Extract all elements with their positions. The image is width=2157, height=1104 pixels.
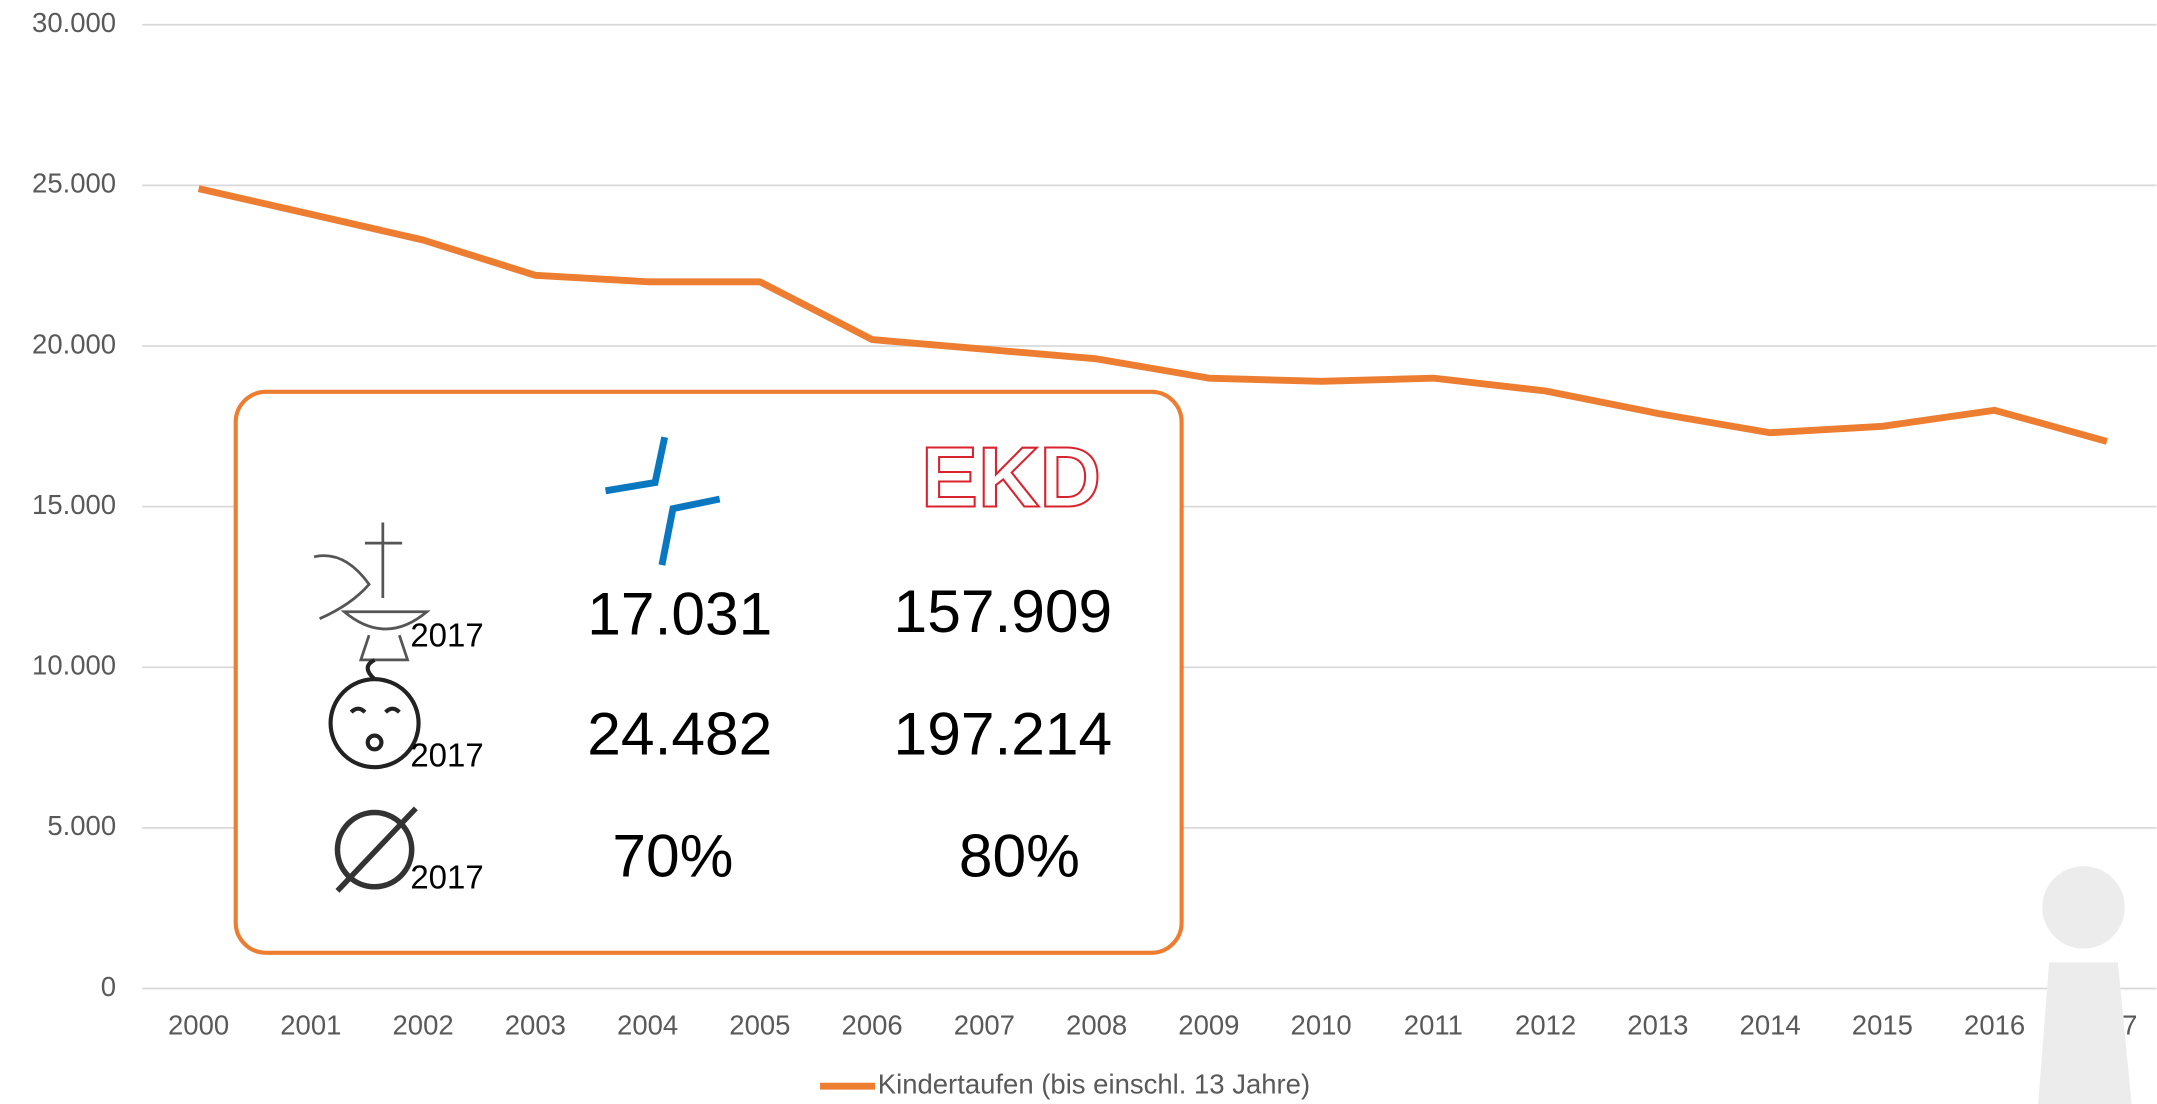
y-tick-label: 0 — [101, 971, 116, 1002]
y-tick-label: 30.000 — [32, 7, 116, 38]
y-tick-label: 10.000 — [32, 650, 116, 681]
inset-year: 2017 — [410, 859, 483, 896]
y-tick-label: 15.000 — [32, 489, 116, 520]
x-tick-label: 2007 — [954, 1009, 1015, 1040]
x-tick-label: 2013 — [1627, 1009, 1688, 1040]
x-tick-label: 2008 — [1066, 1009, 1127, 1040]
y-tick-label: 20.000 — [32, 328, 116, 359]
page: 0 5.000 10.000 15.000 20.000 25.000 30.000 2000… — [0, 0, 2157, 1104]
x-tick-label: 2010 — [1291, 1009, 1352, 1040]
x-tick-label: 2001 — [280, 1009, 341, 1040]
legend: Kindertaufen (bis einschl. 13 Jahre) — [820, 1068, 1310, 1099]
inset-year: 2017 — [410, 617, 483, 654]
y-tick-label: 25.000 — [32, 168, 116, 199]
inset-value: 17.031 — [587, 580, 772, 648]
x-tick-label: 2003 — [505, 1009, 566, 1040]
x-tick-label: 2016 — [1964, 1009, 2025, 1040]
silhouette-head — [2042, 866, 2124, 948]
x-tick-label: 2011 — [1404, 1009, 1463, 1040]
x-tick-label: 2014 — [1740, 1009, 1801, 1040]
inset-value: 197.214 — [894, 699, 1113, 767]
x-tick-label: 2004 — [617, 1009, 678, 1040]
x-tick-label: 2005 — [729, 1009, 790, 1040]
inset-value: 70% — [612, 822, 733, 890]
x-tick-label: 2009 — [1178, 1009, 1239, 1040]
inset-value: 80% — [959, 822, 1080, 890]
silhouette — [2038, 866, 2131, 1104]
inset-value: 157.909 — [894, 577, 1113, 645]
ekd-logo-text: EKD — [921, 430, 1101, 525]
x-tick-label: 2002 — [393, 1009, 454, 1040]
inset-value: 24.482 — [587, 699, 772, 767]
y-tick-label: 5.000 — [47, 810, 116, 841]
x-tick-label: 2012 — [1515, 1009, 1576, 1040]
x-tick-label: 2015 — [1852, 1009, 1913, 1040]
chart: 0 5.000 10.000 15.000 20.000 25.000 30.000 2000… — [0, 0, 2157, 1104]
silhouette-body — [2038, 962, 2131, 1104]
x-tick-label: 2006 — [842, 1009, 903, 1040]
x-tick-label: 2000 — [168, 1009, 229, 1040]
inset-year: 2017 — [410, 736, 483, 773]
legend-label: Kindertaufen (bis einschl. 13 Jahre) — [878, 1068, 1310, 1099]
